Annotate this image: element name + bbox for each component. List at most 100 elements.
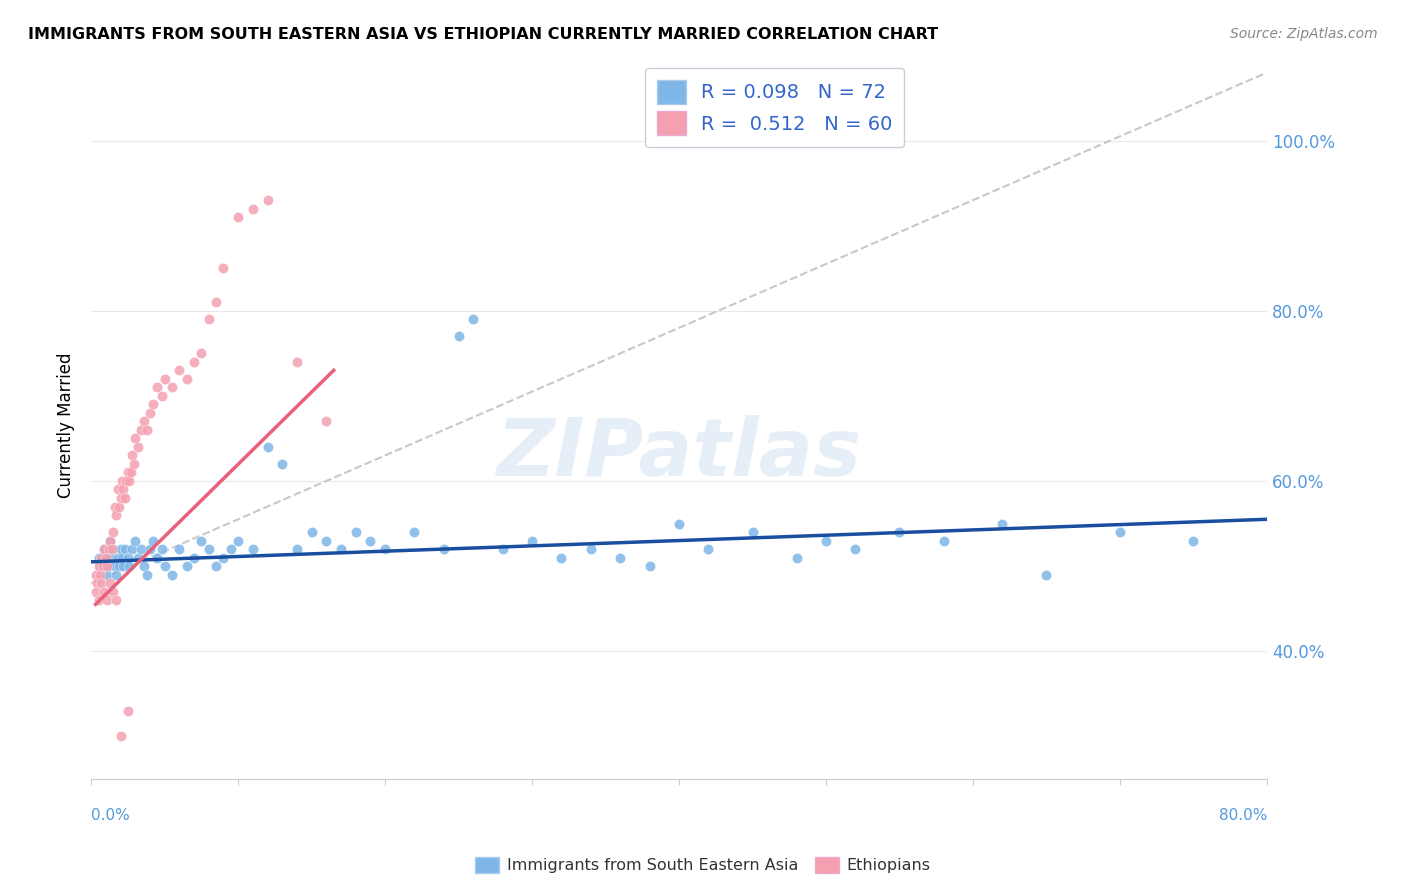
Point <box>103 542 125 557</box>
Point <box>844 542 866 557</box>
Point <box>112 559 135 574</box>
Point <box>741 524 763 539</box>
Point <box>139 542 162 557</box>
Point <box>96 567 118 582</box>
Point <box>374 542 396 557</box>
Point <box>87 550 110 565</box>
Point <box>91 559 114 574</box>
Point <box>330 542 353 557</box>
Point <box>117 704 139 718</box>
Point <box>90 559 112 574</box>
Point <box>93 584 115 599</box>
Point <box>176 559 198 574</box>
Point <box>404 524 426 539</box>
Point <box>226 533 249 548</box>
Point <box>110 491 132 505</box>
Point <box>122 457 145 471</box>
Point <box>115 474 138 488</box>
Point <box>86 576 108 591</box>
Point <box>153 559 176 574</box>
Point <box>124 432 146 446</box>
Point <box>169 363 191 377</box>
Point <box>90 550 112 565</box>
Point <box>111 550 134 565</box>
Point <box>212 261 235 276</box>
Point <box>87 559 110 574</box>
Point <box>121 449 143 463</box>
Point <box>98 533 121 548</box>
Point <box>190 346 212 360</box>
Point <box>205 295 228 310</box>
Legend: R = 0.098   N = 72, R =  0.512   N = 60: R = 0.098 N = 72, R = 0.512 N = 60 <box>645 68 904 146</box>
Point <box>433 542 456 557</box>
Point <box>153 372 176 386</box>
Point <box>197 542 219 557</box>
Point <box>103 584 125 599</box>
Point <box>142 533 165 548</box>
Point <box>1182 533 1205 548</box>
Point <box>105 508 128 522</box>
Point <box>271 457 294 471</box>
Point <box>84 584 107 599</box>
Text: 0.0%: 0.0% <box>91 808 129 823</box>
Point <box>205 559 228 574</box>
Point <box>492 542 515 557</box>
Point <box>212 550 235 565</box>
Point <box>114 542 136 557</box>
Point <box>668 516 690 531</box>
Point <box>100 542 122 557</box>
Text: Source: ZipAtlas.com: Source: ZipAtlas.com <box>1230 27 1378 41</box>
Point <box>112 483 135 497</box>
Point <box>103 524 125 539</box>
Legend: Immigrants from South Eastern Asia, Ethiopians: Immigrants from South Eastern Asia, Ethi… <box>470 850 936 880</box>
Point <box>132 559 155 574</box>
Point <box>94 550 117 565</box>
Point <box>117 466 139 480</box>
Point <box>609 550 631 565</box>
Point <box>991 516 1014 531</box>
Point <box>219 542 242 557</box>
Point <box>315 533 337 548</box>
Point <box>344 524 367 539</box>
Point <box>520 533 543 548</box>
Point <box>142 397 165 411</box>
Point <box>114 491 136 505</box>
Point <box>124 533 146 548</box>
Point <box>120 466 142 480</box>
Point <box>104 500 127 514</box>
Point <box>139 406 162 420</box>
Point <box>90 576 112 591</box>
Point <box>127 550 149 565</box>
Point <box>550 550 572 565</box>
Point <box>97 542 120 557</box>
Point <box>110 542 132 557</box>
Point <box>359 533 381 548</box>
Point <box>111 474 134 488</box>
Point <box>118 559 141 574</box>
Point <box>146 550 169 565</box>
Point <box>447 329 470 343</box>
Point <box>150 389 173 403</box>
Point <box>98 576 121 591</box>
Point <box>100 550 122 565</box>
Point <box>118 474 141 488</box>
Point <box>129 542 152 557</box>
Text: ZIPatlas: ZIPatlas <box>496 415 862 493</box>
Point <box>94 550 117 565</box>
Point <box>160 567 183 582</box>
Point <box>226 210 249 224</box>
Point <box>1109 524 1132 539</box>
Point <box>197 312 219 326</box>
Point <box>256 193 278 207</box>
Point <box>121 542 143 557</box>
Point <box>104 559 127 574</box>
Point <box>129 423 152 437</box>
Point <box>136 567 159 582</box>
Point <box>107 483 129 497</box>
Point <box>96 559 118 574</box>
Point <box>108 559 131 574</box>
Y-axis label: Currently Married: Currently Married <box>58 353 75 499</box>
Point <box>285 542 308 557</box>
Point <box>285 355 308 369</box>
Point <box>87 593 110 607</box>
